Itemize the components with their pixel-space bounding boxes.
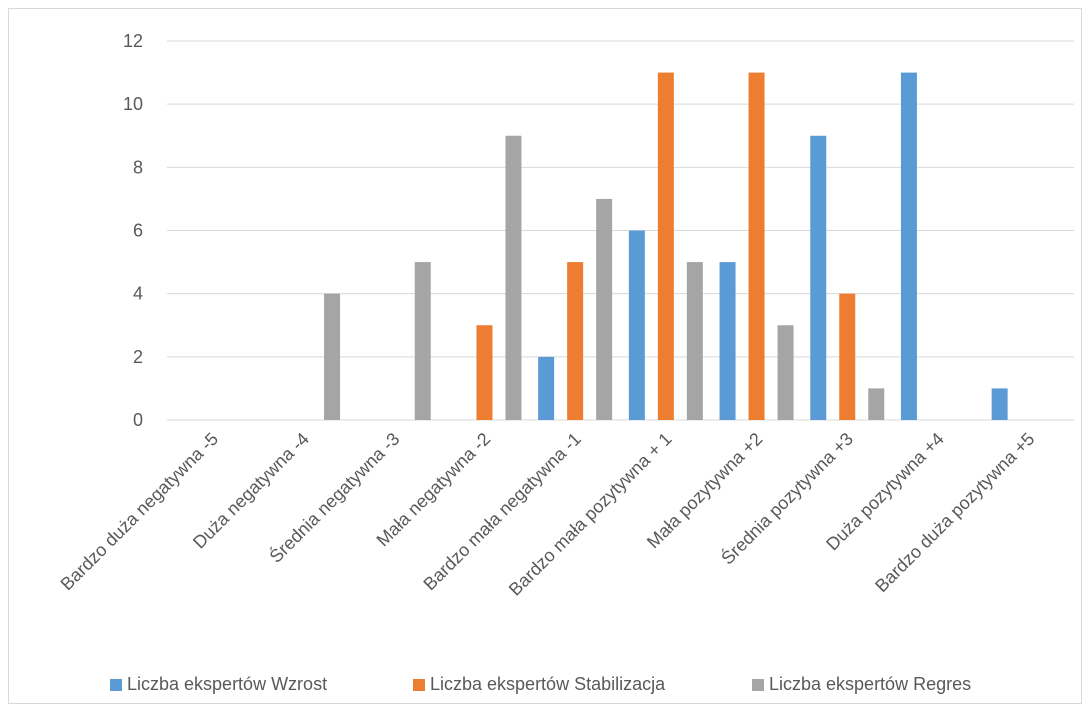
bar-1-9 [900,72,917,420]
bar-2-5 [567,262,584,420]
x-tick-label: Bardzo duża negatywna -5 [57,429,223,595]
bar-3-2 [324,293,341,420]
legend-label: Liczba ekspertów Wzrost [127,674,327,694]
bar-3-3 [414,262,431,420]
x-tick-label: Bardzo mała pozytywna + 1 [505,429,676,600]
bar-3-7 [777,325,794,420]
y-tick-label: 4 [133,284,143,304]
bar-1-5 [538,356,555,420]
legend-label: Liczba ekspertów Regres [769,674,971,694]
bar-1-7 [719,262,736,420]
bar-2-4 [476,325,493,420]
y-tick-label: 12 [123,31,143,51]
x-tick-label: Bardzo duża pozytywna +5 [871,429,1038,596]
y-tick-label: 0 [133,410,143,430]
bar-3-8 [868,388,885,420]
legend-swatch [110,679,122,691]
y-tick-label: 2 [133,347,143,367]
y-tick-label: 10 [123,94,143,114]
legend: Liczba ekspertów Wzrost Liczba ekspertów … [110,674,971,694]
bar-3-5 [596,198,613,420]
bar-3-4 [505,135,522,420]
x-tick-label: Bardzo mała negatywna -1 [419,429,585,595]
bar-3-6 [686,262,703,420]
y-tick-label: 8 [133,157,143,177]
legend-label: Liczba ekspertów Stabilizacja [430,674,666,694]
y-tick-label: 6 [133,221,143,241]
bars [324,72,1008,420]
legend-swatch [413,679,425,691]
bar-2-7 [748,72,765,420]
bar-1-6 [628,230,645,420]
bar-1-10 [991,388,1008,420]
bar-2-6 [657,72,674,420]
bar-2-8 [839,293,856,420]
y-axis-ticks: 0 2 4 6 8 10 12 [123,31,143,430]
bar-1-8 [810,135,827,420]
legend-swatch [752,679,764,691]
gridlines [167,40,1074,421]
